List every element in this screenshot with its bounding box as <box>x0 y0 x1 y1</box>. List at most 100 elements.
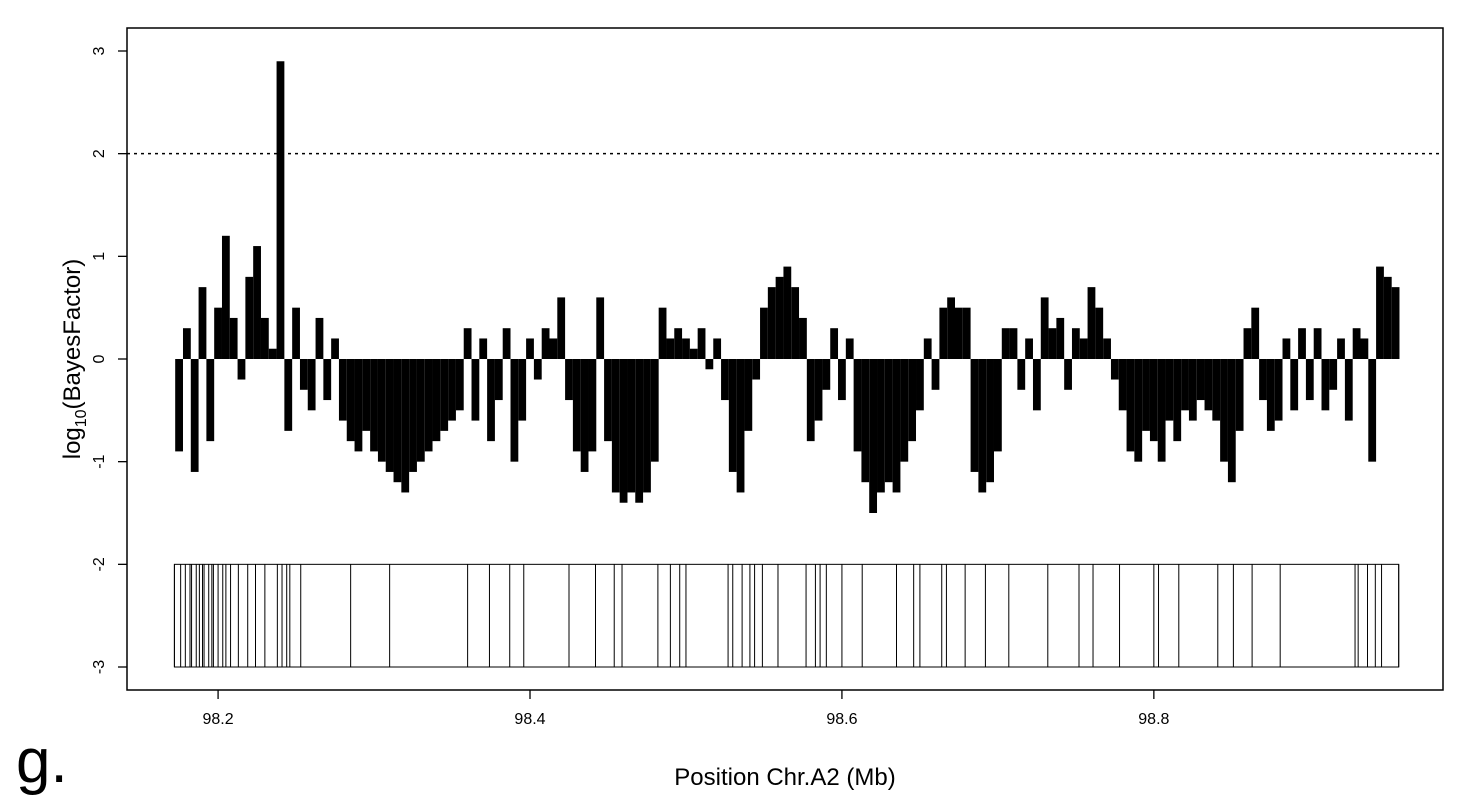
bar <box>307 359 316 411</box>
bar <box>728 359 737 472</box>
bar <box>214 307 222 359</box>
bar <box>635 359 644 503</box>
bar <box>1321 359 1330 411</box>
bar <box>1204 359 1213 411</box>
bar <box>713 338 722 359</box>
bar <box>1360 338 1369 359</box>
bar <box>1266 359 1275 431</box>
y-tick-label: -1 <box>91 454 108 468</box>
bar <box>752 359 761 380</box>
bar <box>1305 359 1314 401</box>
bar <box>354 359 363 452</box>
bar <box>487 359 495 442</box>
bar <box>526 338 534 359</box>
bar <box>978 359 987 493</box>
bar <box>190 359 199 472</box>
bar <box>221 235 230 359</box>
bar <box>471 359 480 421</box>
bar <box>947 297 955 359</box>
bar <box>1391 287 1400 359</box>
bar <box>206 359 215 442</box>
bar <box>1251 307 1260 359</box>
bar <box>744 359 753 431</box>
bar <box>1071 328 1080 359</box>
y-label-subscript: 10 <box>73 409 90 427</box>
bar <box>1110 359 1119 380</box>
bar <box>908 359 917 442</box>
bar <box>674 328 683 359</box>
bar <box>1103 338 1111 359</box>
bar <box>619 359 628 503</box>
x-tick-label: 98.8 <box>1138 711 1169 728</box>
bar <box>861 359 870 483</box>
bar <box>1126 359 1135 452</box>
bar <box>877 359 885 493</box>
bar <box>643 359 651 493</box>
bar <box>385 359 394 472</box>
bar <box>1282 338 1291 359</box>
bar <box>1009 328 1018 359</box>
bar <box>338 359 347 421</box>
bar <box>884 359 893 483</box>
bar <box>814 359 823 421</box>
bar <box>1274 359 1283 421</box>
bar <box>783 266 792 359</box>
bar <box>970 359 979 472</box>
bar <box>331 338 339 359</box>
bar <box>292 307 300 359</box>
bar <box>416 359 425 462</box>
y-tick-label: 3 <box>91 46 108 55</box>
y-tick-label: -3 <box>91 660 108 674</box>
bar <box>510 359 519 462</box>
bar <box>323 359 332 401</box>
bar <box>448 359 456 421</box>
y-tick-label: 2 <box>91 149 108 158</box>
bar <box>502 328 511 359</box>
bar <box>1025 338 1033 359</box>
bar <box>284 359 293 431</box>
bar <box>276 61 285 359</box>
bar <box>845 338 854 359</box>
bar <box>1001 328 1010 359</box>
bar <box>791 287 800 359</box>
bar <box>604 359 612 442</box>
bar <box>518 359 527 421</box>
bar <box>479 338 488 359</box>
bar <box>1134 359 1143 462</box>
bar <box>1032 359 1041 411</box>
bar <box>1157 359 1166 462</box>
bar <box>245 276 254 359</box>
bar <box>1040 297 1049 359</box>
bar <box>775 276 784 359</box>
bar <box>401 359 410 493</box>
bar <box>1017 359 1026 390</box>
y-tick-label: -2 <box>91 557 108 571</box>
y-label-rest: (BayesFactor) <box>59 259 86 410</box>
bar <box>611 359 620 493</box>
bar <box>370 359 378 452</box>
bar <box>1259 359 1267 401</box>
bar <box>1142 359 1150 431</box>
bar <box>689 348 698 359</box>
y-axis-label: log10(BayesFactor) <box>59 259 90 460</box>
x-axis-label: Position Chr.A2 (Mb) <box>674 764 895 791</box>
bar <box>1243 328 1252 359</box>
bar <box>346 359 355 442</box>
bar <box>268 348 277 359</box>
bar <box>1290 359 1299 411</box>
bar <box>799 317 807 359</box>
y-tick-label: 1 <box>91 252 108 261</box>
bar <box>822 359 831 390</box>
bar <box>393 359 402 483</box>
bar <box>377 359 386 462</box>
bar <box>588 359 597 452</box>
bar <box>237 359 246 380</box>
bar <box>229 317 238 359</box>
bar <box>198 287 207 359</box>
bar <box>580 359 589 472</box>
panel-label: g. <box>16 727 68 796</box>
bar <box>362 359 371 431</box>
bar <box>806 359 815 442</box>
bar <box>923 338 932 359</box>
